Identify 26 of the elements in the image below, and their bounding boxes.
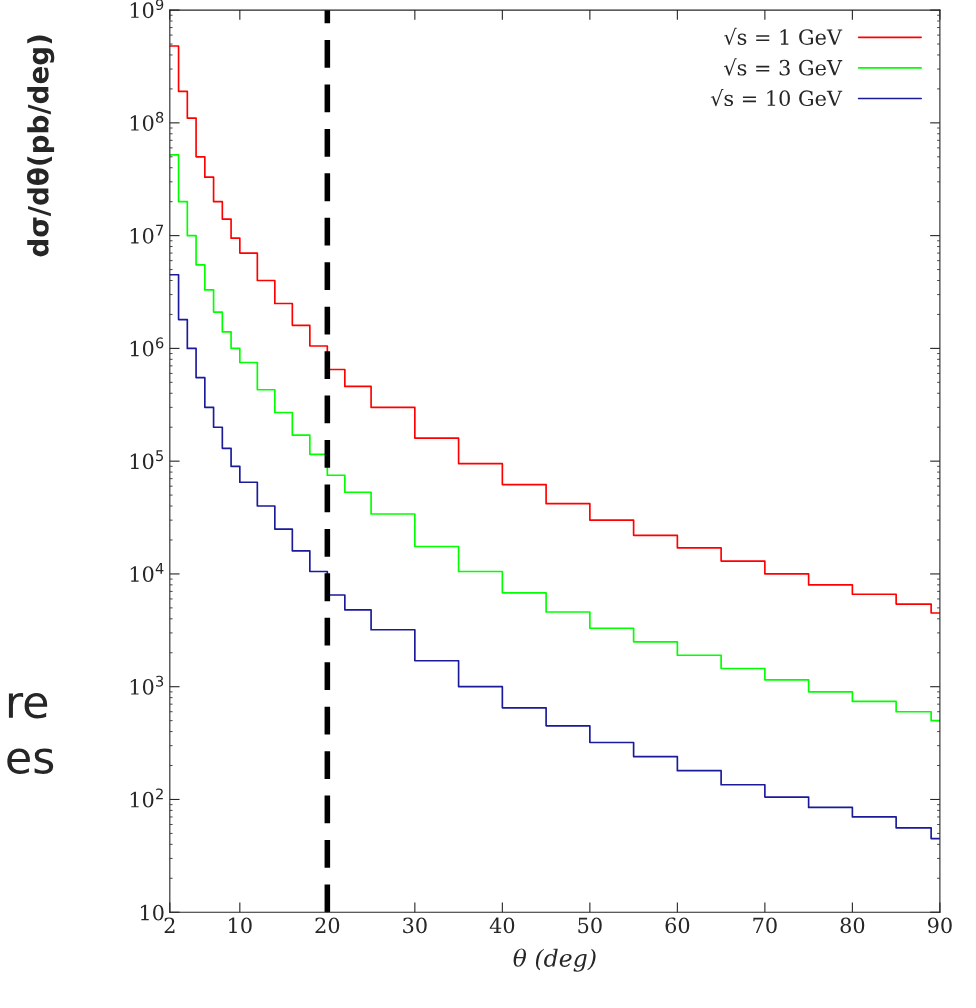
y-tick-label: 10$^{8}$ xyxy=(130,111,164,131)
x-tick-label: 20 xyxy=(315,917,340,934)
y-tick-label: 10$^{4}$ xyxy=(130,563,164,582)
legend-label: √s = 1 GeV xyxy=(724,27,843,46)
y-tick-label: 10 xyxy=(140,904,164,921)
x-tick-label: 80 xyxy=(840,917,865,934)
y-tick-label: 10$^{3}$ xyxy=(130,675,164,695)
y-tick-label: 10$^{5}$ xyxy=(130,450,164,470)
y-tick-label: 10$^{2}$ xyxy=(130,788,163,808)
x-tick-label: 2 xyxy=(164,917,175,933)
x-tick-label: 70 xyxy=(753,917,777,934)
y-axis-title: dσ/dθ(pb/deg) xyxy=(27,35,55,257)
y-tick-label: 10$^{9}$ xyxy=(130,0,164,19)
y-tick-label: 10$^{6}$ xyxy=(130,337,164,357)
x-tick-label: 40 xyxy=(489,917,515,934)
legend-label: √s = 3 GeV xyxy=(724,58,843,76)
text: re xyxy=(8,692,48,719)
text: es xyxy=(7,748,54,774)
x-axis-title: θ (deg) xyxy=(513,948,596,972)
legend-label: √s = 10 GeV xyxy=(710,88,843,107)
x-tick-label: 50 xyxy=(578,917,602,934)
x-tick-label: 60 xyxy=(665,917,690,934)
y-tick-label: 10$^{7}$ xyxy=(130,224,164,244)
x-tick-label: 30 xyxy=(403,917,427,934)
x-tick-label: 10 xyxy=(229,917,252,934)
x-tick-label: 90 xyxy=(927,917,952,934)
